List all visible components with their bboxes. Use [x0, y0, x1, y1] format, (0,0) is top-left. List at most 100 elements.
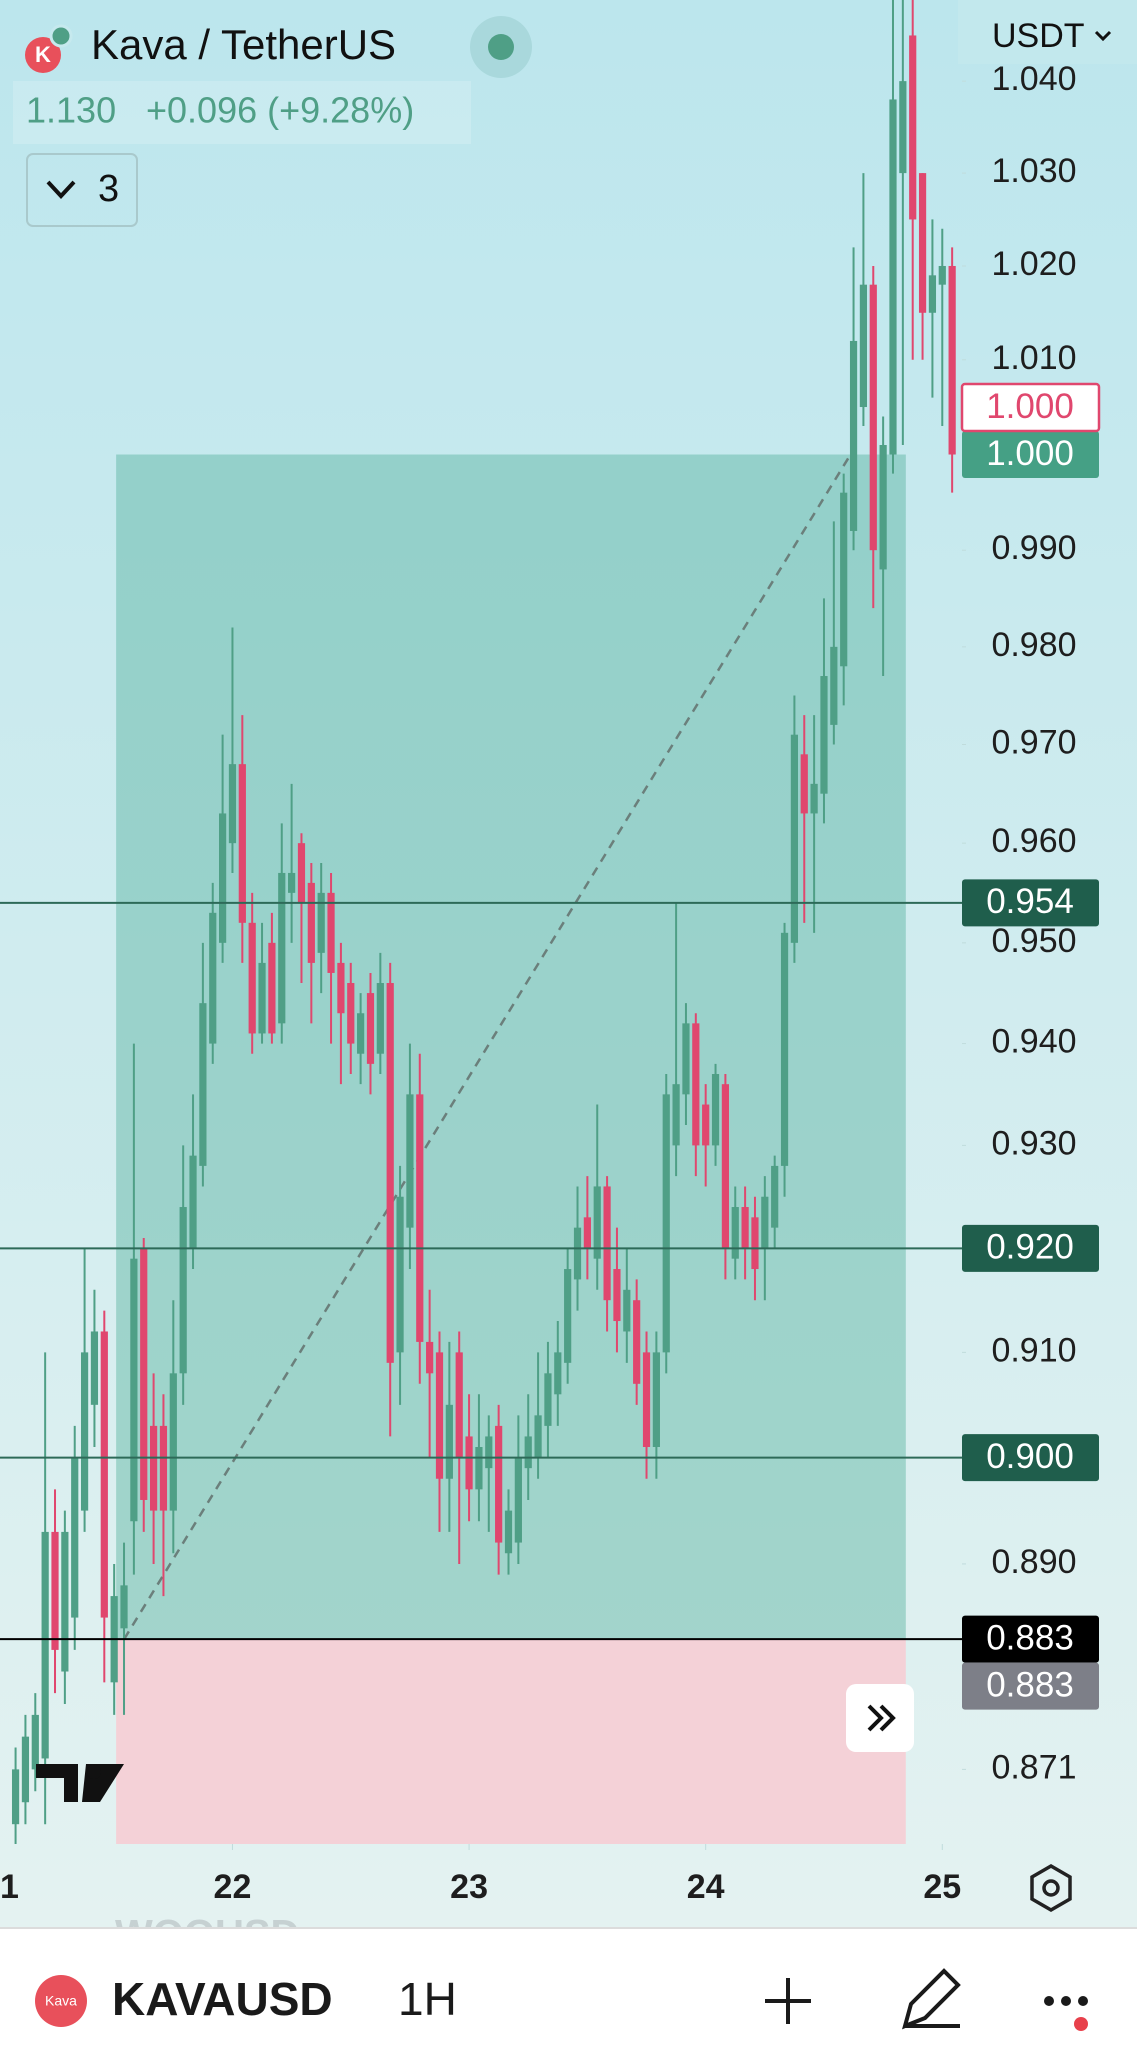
candle-body	[307, 882, 315, 963]
candle-body	[268, 942, 276, 1034]
tv-logo-dot	[87, 1765, 101, 1779]
scroll-icon	[867, 1704, 896, 1732]
candle-body	[642, 1352, 651, 1447]
candle-body	[564, 1269, 572, 1363]
candle-body	[248, 922, 256, 1034]
candle-body	[337, 962, 345, 1014]
candle-body	[909, 35, 917, 220]
candle-body	[840, 492, 848, 667]
candle-body	[899, 81, 907, 174]
price-label: 0.954	[986, 882, 1074, 921]
candle-body	[593, 1186, 601, 1259]
candle-body	[159, 1425, 168, 1511]
y-tick-label: 0.950	[991, 922, 1076, 960]
candle-body	[790, 734, 799, 943]
candle-body	[199, 1003, 207, 1166]
currency-chevron	[1094, 30, 1112, 42]
price-label: 0.883	[986, 1665, 1074, 1704]
candle-body	[327, 892, 335, 973]
interval[interactable]: 1H	[398, 1973, 457, 2025]
price-change: +0.096 (+9.28%)	[146, 90, 414, 131]
footer-icon	[35, 1975, 87, 2027]
candle-body	[652, 1352, 660, 1447]
currency-select[interactable]: USDT	[992, 17, 1085, 55]
candle-body	[376, 983, 384, 1054]
price-label: 1.000	[986, 387, 1074, 426]
settings-button[interactable]	[1030, 1863, 1072, 1913]
candle-body	[140, 1248, 148, 1500]
price-labels: 1.000 1.000 0.954 0.920 0.900 0.883 0.883	[960, 382, 1101, 1710]
more-button[interactable]	[1044, 1996, 1088, 2006]
price-label-box	[960, 382, 1101, 433]
price-label-box	[962, 1434, 1099, 1482]
indicators-toggle[interactable]: 3	[26, 153, 138, 227]
candle-body	[682, 1023, 690, 1095]
footer-symbol[interactable]: KAVAUSD	[112, 1973, 333, 2025]
candle-body	[396, 1196, 404, 1353]
candle-body	[800, 754, 808, 814]
candle-body	[80, 1352, 89, 1511]
candle-body	[209, 912, 217, 1044]
y-tick-label: 0.960	[991, 822, 1076, 860]
x-tick-label: 24	[687, 1868, 725, 1906]
candle-body	[633, 1300, 641, 1384]
tv-logo	[36, 1764, 124, 1802]
candle-body	[928, 275, 937, 313]
chevron	[46, 180, 76, 199]
candle-body	[416, 1094, 424, 1342]
candle-body	[61, 1531, 69, 1672]
y-tick-label: 0.970	[991, 723, 1076, 761]
candle-body	[120, 1585, 128, 1629]
y-tick-label: 0.990	[991, 529, 1076, 567]
x-tick-label: 23	[450, 1868, 488, 1906]
candle-body	[849, 340, 858, 531]
trade-path	[123, 453, 852, 1640]
market-status[interactable]	[488, 34, 514, 60]
candle-body	[465, 1436, 473, 1490]
candle-body	[771, 1165, 779, 1228]
price-label-box	[962, 1224, 1099, 1272]
candle-body	[238, 764, 246, 923]
add-button[interactable]	[765, 1978, 811, 2024]
candle-body	[485, 1436, 493, 1469]
candle-body	[830, 646, 838, 725]
candle-body	[780, 932, 789, 1166]
candle-body	[810, 783, 818, 814]
candle-body	[524, 1436, 532, 1469]
candle-body	[662, 1094, 670, 1353]
draw-button[interactable]	[902, 1968, 961, 2030]
y-tick-label: 1.020	[991, 245, 1076, 283]
candle-body	[347, 983, 355, 1044]
candle-body	[504, 1510, 513, 1554]
candle-body	[889, 99, 897, 455]
candle-body	[761, 1196, 769, 1249]
candle-body	[366, 993, 375, 1064]
candle-body	[31, 1714, 39, 1770]
candle-body	[514, 1457, 522, 1543]
dot	[1044, 1996, 1054, 2006]
candle-body	[51, 1531, 59, 1650]
y-tick-label: 0.871	[991, 1748, 1076, 1786]
candle-body	[623, 1289, 631, 1332]
candle-body	[879, 444, 887, 570]
y-tick-label: 1.010	[991, 339, 1076, 377]
candle-body	[672, 1084, 680, 1146]
last-price: 1.130	[26, 90, 116, 131]
candle-body	[179, 1207, 187, 1374]
candle-body	[130, 1258, 138, 1522]
price-label: 0.920	[986, 1228, 1074, 1267]
x-tick-label: 25	[923, 1868, 961, 1906]
candle-body	[741, 1207, 749, 1249]
y-tick-label: 0.890	[991, 1543, 1076, 1581]
symbol-title[interactable]: Kava / TetherUS	[91, 21, 396, 68]
profit-zone	[116, 454, 906, 1640]
candle-body	[169, 1373, 177, 1511]
currency-bg	[958, 0, 1137, 64]
candle-body	[455, 1352, 463, 1458]
price-label-box	[962, 1662, 1099, 1710]
candle-body	[731, 1207, 739, 1259]
candle-body	[859, 284, 868, 408]
candle-body	[702, 1104, 710, 1146]
candle-body	[90, 1331, 99, 1405]
